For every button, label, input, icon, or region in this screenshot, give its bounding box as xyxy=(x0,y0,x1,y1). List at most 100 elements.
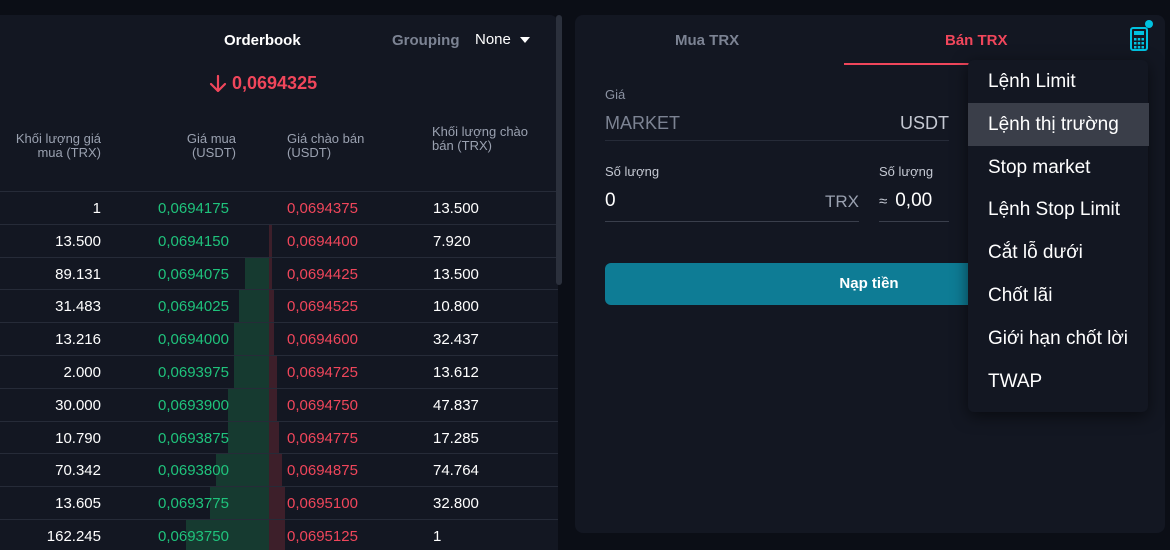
chevron-down-icon xyxy=(519,36,530,43)
header-ask-volume: Khối lượng chào bán (TRX) xyxy=(432,124,529,153)
bid-price-cell: 0,0694000 xyxy=(158,331,229,349)
table-row[interactable]: 13.216 0,0694000 0,0694600 32.437 xyxy=(0,322,558,355)
ask-depth-bar xyxy=(269,224,272,257)
bid-volume-cell: 13.216 xyxy=(55,331,101,349)
bid-volume-cell: 2.000 xyxy=(63,363,101,381)
ask-volume-cell: 7.920 xyxy=(433,232,471,250)
bid-price-cell: 0,0694175 xyxy=(158,200,229,217)
bid-depth-bar xyxy=(245,257,269,290)
total-field[interactable]: ≈0,00 xyxy=(879,190,949,222)
table-row[interactable]: 30.000 0,0693900 0,0694750 47.837 xyxy=(0,387,558,421)
ask-price-cell: 0,0694725 xyxy=(287,363,358,381)
table-row[interactable]: 10.790 0,0693875 0,0694775 17.285 xyxy=(0,420,558,454)
price-value: MARKET xyxy=(605,113,681,133)
bid-volume-cell: 89.131 xyxy=(55,265,101,283)
ask-depth-bar xyxy=(269,519,285,550)
ask-depth-bar xyxy=(269,421,280,454)
table-row[interactable]: 13.605 0,0693775 0,0695100 32.800 xyxy=(0,486,558,519)
table-row[interactable]: 2.000 0,0693975 0,0694725 13.612 xyxy=(0,354,558,388)
grouping-value: None xyxy=(475,31,511,48)
menu-item[interactable]: Lệnh Limit xyxy=(988,71,1076,92)
bid-depth-bar xyxy=(227,421,269,454)
orderbook-scrollbar[interactable] xyxy=(556,15,562,285)
price-unit: USDT xyxy=(900,113,949,133)
ask-price-cell: 0,0695100 xyxy=(287,495,358,513)
ask-volume-cell: 13.612 xyxy=(433,363,479,381)
bid-depth-bar xyxy=(233,323,269,355)
menu-item[interactable]: Giới hạn chốt lời xyxy=(988,327,1129,349)
total-label: Số lượng xyxy=(879,164,934,179)
quantity-field[interactable]: 0 TRX xyxy=(605,190,859,222)
ask-volume-cell: 74.764 xyxy=(433,462,479,480)
table-row[interactable]: 70.342 0,0693800 0,0694875 74.764 xyxy=(0,453,558,487)
bid-price-cell: 0,0693900 xyxy=(158,396,229,414)
ask-volume-cell: 47.837 xyxy=(433,396,479,414)
orderbook-panel: Orderbook Grouping None 0,0694325 Khối l… xyxy=(0,15,558,550)
notification-dot xyxy=(1145,20,1153,28)
bid-volume-cell: 1 xyxy=(92,200,101,217)
ask-price-cell: 0,0694525 xyxy=(287,298,358,316)
bid-depth-bar xyxy=(233,355,269,388)
bid-price-cell: 0,0693875 xyxy=(158,429,229,447)
last-price: 0,0694325 xyxy=(208,73,317,94)
bid-volume-cell: 31.483 xyxy=(55,298,101,316)
bid-volume-cell: 70.342 xyxy=(55,462,101,480)
bid-volume-cell: 13.500 xyxy=(55,232,101,250)
tab-buy[interactable]: Mua TRX xyxy=(675,32,740,49)
menu-item[interactable]: Cắt lỗ dưới xyxy=(988,242,1083,264)
bid-price-cell: 0,0693800 xyxy=(158,462,229,480)
arrow-down-icon xyxy=(209,74,227,92)
header-ask-price: Giá chào bán (USDT) xyxy=(287,131,365,160)
active-tab-indicator xyxy=(844,63,984,65)
header-bid-volume: Khối lượng giá mua (TRX) xyxy=(15,131,101,160)
grouping-select[interactable]: None xyxy=(475,31,530,48)
tab-sell[interactable]: Bán TRX xyxy=(945,32,1008,49)
ask-price-cell: 0,0694375 xyxy=(287,200,358,217)
order-type-menu: Lệnh Limit Lệnh thị trường Stop market Lệnh… xyxy=(968,60,1149,412)
grouping-label: Grouping xyxy=(392,32,460,49)
ask-depth-bar xyxy=(269,290,275,323)
ask-price-cell: 0,0695125 xyxy=(287,527,358,545)
ask-price-cell: 0,0694425 xyxy=(287,265,358,283)
table-row[interactable]: 162.245 0,0693750 0,0695125 1 xyxy=(0,518,558,550)
approx-sign: ≈ xyxy=(879,193,888,210)
bid-depth-bar xyxy=(186,519,269,550)
bid-volume-cell: 13.605 xyxy=(55,495,101,513)
orderbook-title: Orderbook xyxy=(224,32,301,49)
ask-volume-cell: 32.437 xyxy=(433,331,479,349)
ask-volume-cell: 32.800 xyxy=(433,495,479,513)
calculator-icon[interactable] xyxy=(1130,27,1148,51)
ask-volume-cell: 17.285 xyxy=(433,429,479,447)
ask-depth-bar xyxy=(269,487,285,519)
table-row[interactable]: 31.483 0,0694025 0,0694525 10.800 xyxy=(0,289,558,323)
menu-item[interactable]: Lệnh Stop Limit xyxy=(988,199,1121,221)
quantity-unit: TRX xyxy=(825,192,859,211)
ask-volume-cell: 13.500 xyxy=(433,265,479,283)
bid-depth-bar xyxy=(215,454,269,487)
table-row[interactable]: 89.131 0,0694075 0,0694425 13.500 xyxy=(0,256,558,290)
ask-price-cell: 0,0694400 xyxy=(287,232,358,250)
table-row[interactable]: 1 0,0694175 0,0694375 13.500 xyxy=(0,191,558,224)
menu-item[interactable]: Stop market xyxy=(988,156,1091,178)
menu-item[interactable]: TWAP xyxy=(988,370,1043,392)
bid-depth-bar xyxy=(239,290,269,323)
ask-depth-bar xyxy=(269,355,277,388)
bid-volume-cell: 162.245 xyxy=(46,527,101,545)
ask-price-cell: 0,0694775 xyxy=(287,429,358,447)
ask-depth-bar xyxy=(269,388,277,421)
ask-price-cell: 0,0694600 xyxy=(287,331,358,349)
quantity-label: Số lượng xyxy=(605,164,660,179)
orderbook-rows: 1 0,0694175 0,0694375 13.500 13.500 0,0694150… xyxy=(0,191,558,550)
menu-item[interactable]: Chốt lãi xyxy=(988,285,1053,306)
table-row[interactable]: 13.500 0,0694150 0,0694400 7.920 xyxy=(0,223,558,257)
ask-depth-bar xyxy=(269,323,275,355)
price-label: Giá xyxy=(605,87,626,102)
ask-price-cell: 0,0694750 xyxy=(287,396,358,414)
total-value: 0,00 xyxy=(895,190,933,211)
quantity-value: 0 xyxy=(605,190,616,211)
bid-price-cell: 0,0694025 xyxy=(158,298,229,316)
menu-item[interactable]: Lệnh thị trường xyxy=(968,102,1149,146)
bid-volume-cell: 30.000 xyxy=(55,396,101,414)
last-price-value: 0,0694325 xyxy=(232,73,318,93)
price-field[interactable]: MARKET USDT xyxy=(605,113,949,141)
